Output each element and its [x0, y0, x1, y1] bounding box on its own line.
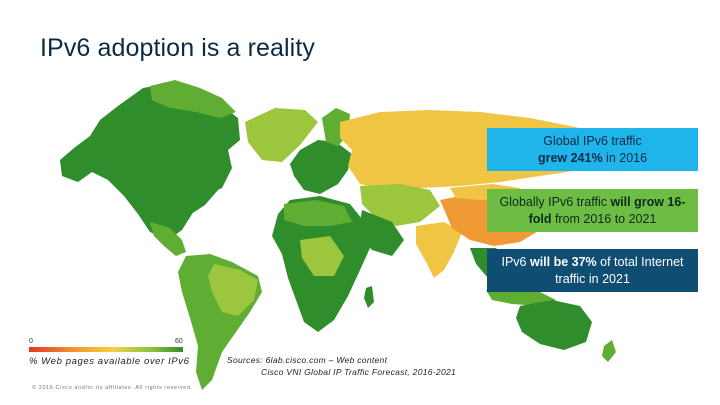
legend-caption: % Web pages available over IPv6 — [29, 356, 190, 367]
legend-color-scale — [29, 347, 183, 352]
legend-min-label: 0 — [29, 338, 33, 345]
map-region-north-africa — [284, 200, 352, 226]
callout-3-pre: IPv6 — [501, 255, 530, 269]
map-region-central-asia — [360, 184, 440, 226]
map-region-middle-east — [358, 210, 404, 256]
sources-note: Sources: 6lab.cisco.com – Web content Ci… — [227, 354, 456, 378]
sources-line-1: Sources: 6lab.cisco.com – Web content — [227, 355, 388, 365]
callout-1-pre: Global IPv6 traffic — [543, 134, 642, 148]
map-region-madagascar — [364, 286, 374, 308]
map-region-mexico — [150, 222, 186, 256]
callout-1-post: in 2016 — [602, 151, 648, 165]
copyright-footer: © 2016 Cisco and/or its affiliates. All … — [32, 385, 193, 391]
callout-1-bold: grew 241% — [537, 151, 603, 165]
callout-2-pre: Globally IPv6 traffic — [499, 195, 611, 209]
map-region-europe — [290, 140, 352, 194]
map-region-usa — [118, 176, 218, 226]
callout-2-post: from 2016 to 2021 — [551, 212, 657, 226]
slide-title: IPv6 adoption is a reality — [40, 34, 315, 62]
sources-line-2: Cisco VNI Global IP Traffic Forecast, 20… — [261, 367, 457, 377]
map-region-india — [416, 222, 462, 278]
map-region-canada-north — [150, 80, 236, 118]
callout-traffic-growth: Global IPv6 traffic grew 241% in 2016 — [487, 128, 698, 171]
map-region-new-zealand — [602, 340, 616, 362]
map-region-indonesia — [486, 288, 556, 306]
callout-2-bold: will grow 16-fold — [528, 195, 686, 226]
callout-traffic-forecast: Globally IPv6 traffic will grow 16-fold … — [487, 189, 698, 232]
callout-3-bold: will be 37% — [529, 255, 597, 269]
map-region-australia — [516, 300, 592, 350]
map-region-brazil — [208, 264, 258, 316]
map-region-greenland — [245, 108, 318, 162]
map-region-central-africa — [300, 236, 344, 276]
callout-internet-share: IPv6 will be 37% of total Internet traff… — [487, 249, 698, 292]
callout-3-post: of total Internet traffic in 2021 — [555, 255, 684, 286]
legend-max-label: 60 — [175, 338, 183, 345]
